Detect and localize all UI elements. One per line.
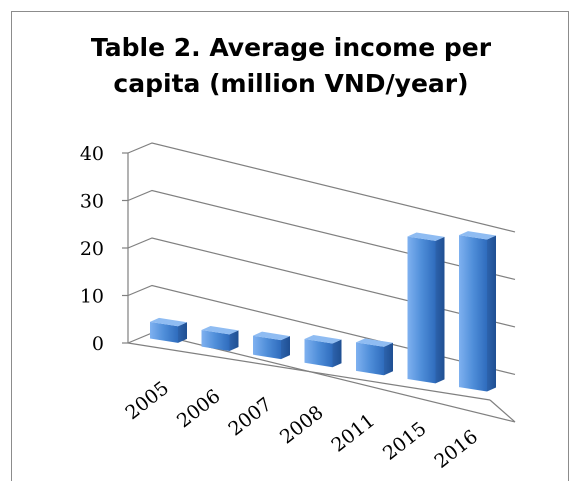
bar-side	[229, 330, 239, 351]
bar-front	[356, 342, 384, 376]
bar-front	[201, 329, 230, 351]
x-tick-label: 2011	[327, 410, 379, 457]
bar-top	[356, 338, 393, 347]
bar-top	[304, 335, 342, 344]
bar-2015	[407, 232, 445, 384]
bar-front	[459, 235, 487, 392]
bar-side	[178, 322, 187, 343]
gridline	[127, 189, 516, 281]
bar-top	[407, 232, 445, 241]
y-tick-label: 40	[80, 143, 104, 165]
y-tick-label: 10	[80, 286, 104, 308]
x-tick-label: 2008	[276, 401, 328, 448]
bar-side	[281, 336, 290, 360]
bar-side	[435, 236, 445, 384]
chart-title-line-1: Table 2. Average income per	[90, 33, 492, 62]
bar-side	[487, 235, 496, 392]
bar-2016	[459, 231, 496, 392]
y-tick-label: 30	[80, 191, 104, 213]
bar-side	[384, 342, 393, 376]
bar-top	[459, 231, 496, 240]
bar-2008	[304, 335, 342, 368]
bar-2005	[150, 317, 187, 343]
x-tick-label: 2015	[379, 418, 431, 465]
bars	[150, 231, 496, 392]
x-tick-labels: 2005 2006 2007 2008 2011 2015 2016	[121, 377, 482, 473]
bar-front	[304, 339, 333, 368]
x-tick-label: 2005	[121, 377, 173, 424]
bar-side	[332, 339, 342, 368]
x-tick-label: 2007	[224, 393, 276, 440]
gridlines	[127, 142, 516, 423]
x-tick-label: 2016	[430, 426, 482, 473]
bar-2007	[253, 331, 290, 360]
gridline	[127, 237, 516, 328]
chart-title: Table 2. Average income per capita (mill…	[60, 30, 522, 102]
axes	[122, 152, 516, 423]
floor-edge	[489, 399, 516, 423]
y-tick-label: 0	[92, 333, 104, 355]
bar-top	[253, 331, 290, 341]
y-tick-label: 20	[80, 238, 104, 260]
bar-front	[253, 335, 281, 360]
bar-front	[150, 321, 178, 343]
chart-title-line-2: capita (million VND/year)	[113, 69, 469, 98]
bar-front	[407, 236, 436, 384]
y-tick-labels: 0 10 20 30 40	[80, 143, 104, 355]
gridline	[127, 284, 516, 376]
x-axis-line	[127, 342, 491, 401]
bar-top	[201, 325, 239, 335]
gridline	[127, 142, 516, 233]
bar-2011	[356, 338, 393, 376]
bar-top	[150, 317, 187, 327]
x-tick-label: 2006	[173, 385, 225, 432]
bar-2006	[201, 325, 239, 351]
